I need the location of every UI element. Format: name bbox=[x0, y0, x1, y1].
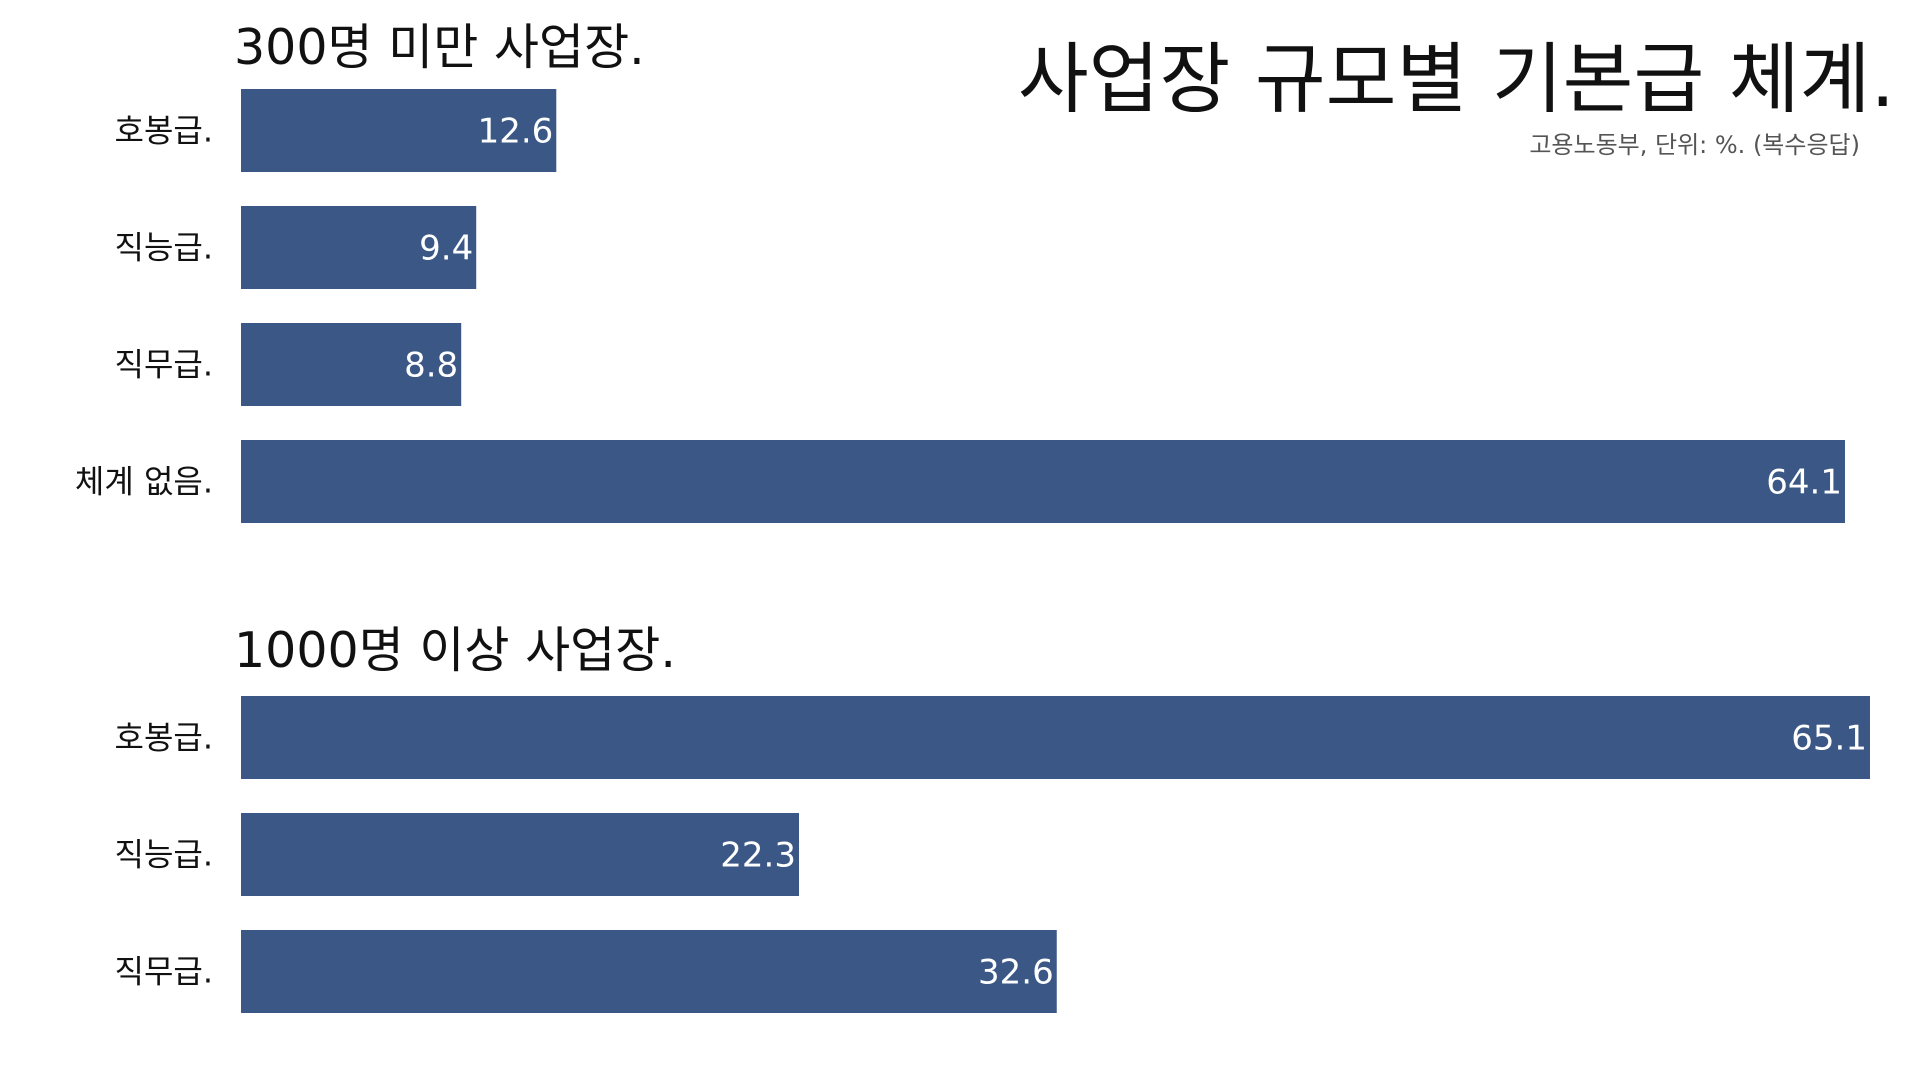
category-label: 호봉급. bbox=[115, 112, 214, 150]
panel-2: 1000명 이상 사업장. 호봉급. 65.1 직능급. 22.3 직무급. 32.6 bbox=[115, 622, 1870, 1013]
chart-subtitle: 고용노동부, 단위: %. (복수응답) bbox=[1529, 131, 1860, 159]
category-label: 직능급. bbox=[115, 229, 214, 267]
value-label: 9.4 bbox=[419, 229, 473, 269]
value-label: 22.3 bbox=[720, 836, 796, 876]
category-label: 직능급. bbox=[115, 836, 214, 874]
value-label: 8.8 bbox=[404, 346, 458, 386]
value-label: 64.1 bbox=[1766, 463, 1842, 503]
category-label: 직무급. bbox=[115, 346, 214, 384]
category-label: 호봉급. bbox=[115, 719, 214, 757]
bar bbox=[241, 323, 462, 406]
chart-title: 사업장 규모별 기본급 체계. bbox=[1018, 36, 1895, 125]
bar bbox=[241, 206, 477, 289]
category-label: 직무급. bbox=[115, 953, 214, 991]
value-label: 12.6 bbox=[478, 112, 554, 152]
bar bbox=[241, 440, 1845, 523]
value-label: 32.6 bbox=[978, 953, 1054, 993]
panel-1: 300명 미만 사업장. 호봉급. 12.6 직능급. 9.4 직무급. 8.8 체계 없음.… bbox=[75, 19, 1845, 523]
value-label: 65.1 bbox=[1791, 719, 1867, 759]
panel-title: 300명 미만 사업장. bbox=[234, 19, 645, 76]
panels: 300명 미만 사업장. 호봉급. 12.6 직능급. 9.4 직무급. 8.8 체계 없음.… bbox=[75, 19, 1870, 1013]
bar bbox=[241, 89, 557, 172]
bar bbox=[241, 813, 800, 896]
panel-title: 1000명 이상 사업장. bbox=[234, 622, 676, 679]
bar bbox=[241, 930, 1057, 1013]
category-label: 체계 없음. bbox=[75, 463, 213, 501]
bar bbox=[241, 696, 1870, 779]
